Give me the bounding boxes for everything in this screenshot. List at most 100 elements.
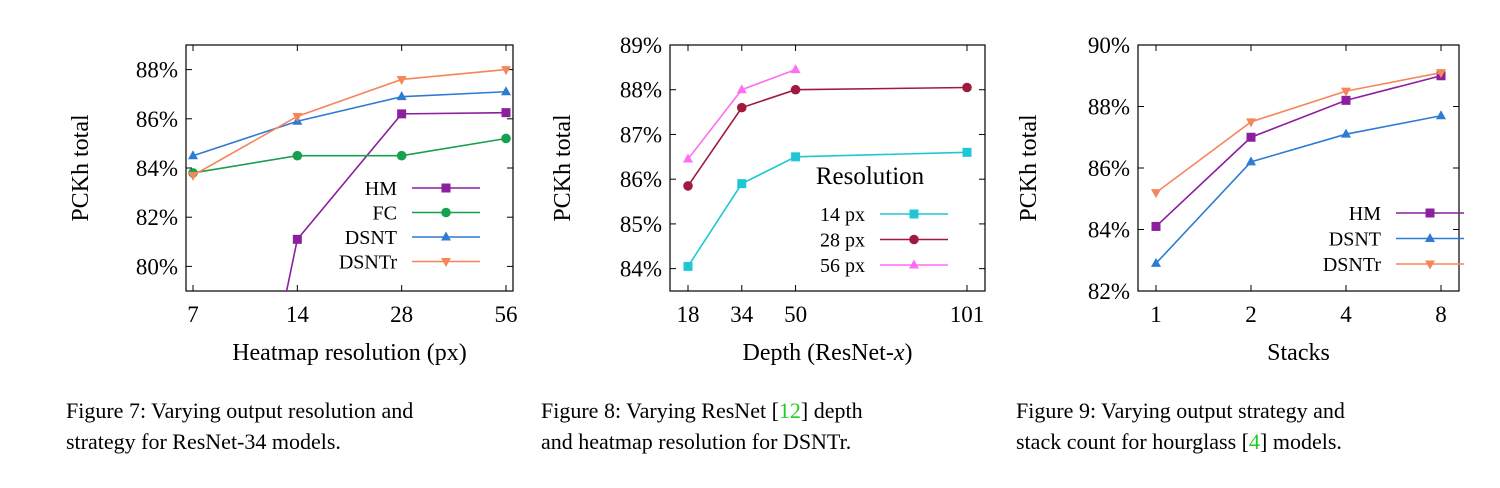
legend-marker [909, 209, 919, 219]
legend-marker [1425, 233, 1435, 242]
legend-marker [441, 258, 451, 267]
x-tick-label: 2 [1245, 302, 1257, 327]
data-point [501, 133, 511, 144]
y-tick-label: 82% [136, 205, 178, 230]
legend-label: 56 px [820, 255, 865, 277]
plot-frame [669, 44, 986, 292]
data-point [736, 102, 747, 113]
data-point [962, 82, 972, 93]
data-point [683, 153, 693, 163]
y-tick-label: 89% [620, 33, 662, 58]
y-tick-label: 86% [1088, 156, 1130, 181]
series-line-dsntr [192, 68, 507, 177]
citation-link[interactable]: 4 [1249, 429, 1260, 454]
x-tick-label: 14 [286, 302, 310, 327]
data-point [1246, 156, 1256, 166]
x-tick-label: 7 [187, 302, 199, 327]
caption-line-2-end: ] models. [1260, 429, 1342, 454]
data-point [292, 234, 302, 244]
series-line-dsnt [1155, 114, 1442, 264]
series-line-14-px [687, 151, 968, 267]
legend: HM DSNT DSNTr [1323, 203, 1464, 276]
data-point [188, 171, 198, 181]
legend-label: 14 px [820, 204, 865, 226]
y-tick-label: 88% [620, 78, 662, 103]
chart-figure-8: 84% 85% 86% 87% 88% 89% 18 34 50 101 Depth (ResNet… [550, 33, 986, 366]
data-point [396, 91, 407, 101]
y-tick-label: 86% [620, 167, 662, 192]
legend-marker [1425, 208, 1435, 218]
data-point [1436, 69, 1446, 79]
legend-label: HM [1349, 203, 1381, 225]
data-point [683, 181, 693, 191]
series-line-28-px [687, 86, 968, 187]
legend-marker [909, 234, 919, 245]
chart-figure-7: 80% 82% 84% 86% 88% 7 14 28 56 Heatmap resolution… [68, 44, 518, 366]
x-tick-label: 50 [784, 302, 807, 327]
data-point [1151, 257, 1161, 267]
y-axis-label: PCKh total [550, 114, 576, 222]
x-tick-label: 1 [1150, 302, 1162, 327]
series-line-56-px [687, 68, 796, 160]
x-tick-label: 56 [495, 302, 518, 327]
caption-line-1-end: ] depth [800, 398, 863, 423]
caption-line-2: stack count for hourglass [ [1016, 429, 1249, 454]
data-point [962, 147, 972, 157]
x-tick-label: 28 [390, 302, 413, 327]
series-line-fc [192, 137, 507, 174]
data-point [1151, 221, 1161, 231]
data-point [397, 109, 407, 119]
plot-area [188, 66, 511, 291]
data-point [1151, 189, 1161, 199]
x-tick-label: 34 [730, 302, 754, 327]
data-point [396, 75, 407, 85]
data-point [1341, 87, 1351, 97]
x-tick-label: 8 [1435, 302, 1447, 327]
legend-title: Resolution [816, 163, 925, 190]
x-axis-label: Heatmap resolution (px) [232, 340, 467, 366]
caption-line-2: strategy for ResNet-34 models. [66, 429, 341, 454]
caption-figure-8: Figure 8: Varying ResNet [12] depth and … [541, 395, 991, 457]
plot-frame [1137, 44, 1460, 292]
legend-label: DSNT [345, 227, 397, 249]
x-tick-label: 18 [677, 302, 700, 327]
caption-figure-9: Figure 9: Varying output strategy and st… [1016, 395, 1466, 457]
legend-marker [1425, 260, 1435, 270]
data-point [683, 261, 693, 271]
y-tick-label: 84% [1088, 218, 1130, 243]
series-line-hm [285, 111, 507, 291]
y-tick-label: 87% [620, 122, 662, 147]
data-point [292, 150, 303, 161]
data-point [791, 152, 801, 162]
series-line-hm [1155, 74, 1442, 228]
caption-line-1: Figure 8: Varying ResNet [ [541, 398, 779, 423]
y-axis-label: PCKh total [68, 114, 94, 222]
x-tick-label: 4 [1340, 302, 1352, 327]
data-point [1246, 118, 1256, 128]
legend-label: FC [373, 203, 397, 225]
y-tick-label: 80% [136, 254, 178, 279]
plot-area [683, 64, 972, 271]
citation-link[interactable]: 12 [778, 398, 801, 423]
data-point [1341, 95, 1351, 105]
caption-line-1: Figure 9: Varying output strategy and [1016, 398, 1345, 423]
x-axis-label-end: ) [904, 340, 912, 366]
y-tick-label: 88% [1088, 95, 1130, 120]
data-point [1246, 132, 1256, 142]
legend-label: DSNTr [1323, 254, 1382, 276]
legend-label: DSNT [1329, 229, 1381, 251]
figure-7: 80% 82% 84% 86% 88% 7 14 28 56 Heatmap resolution… [0, 0, 518, 488]
y-tick-label: 84% [136, 156, 178, 181]
x-axis-label: Depth (ResNet-x) [743, 340, 913, 366]
data-point [396, 150, 407, 161]
legend-marker [909, 259, 919, 269]
data-point [292, 112, 303, 122]
legend-label: HM [365, 178, 397, 200]
y-axis-label: PCKh total [1016, 114, 1042, 222]
data-point [501, 86, 511, 96]
data-point [736, 84, 747, 94]
data-point [501, 108, 511, 118]
y-tick-label: 86% [136, 107, 178, 132]
plot-area [1151, 69, 1446, 267]
